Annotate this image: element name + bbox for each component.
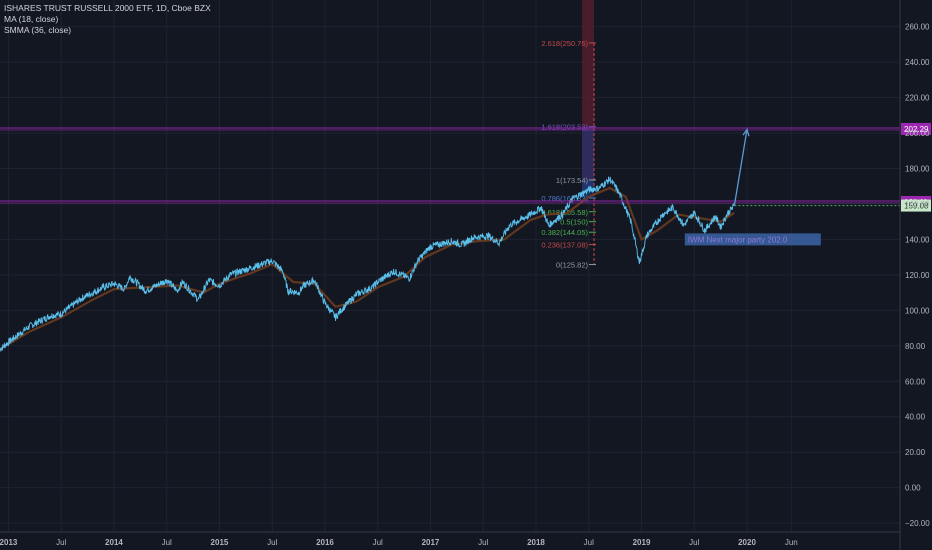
chart-legend: ISHARES TRUST RUSSELL 2000 ETF, 1D, Cboe… [4, 3, 211, 36]
y-tick-label: 40.00 [905, 413, 926, 422]
x-tick-label: Jul [162, 538, 172, 547]
y-tick-label: 0.00 [905, 484, 921, 493]
time-axis[interactable]: 2013 Jul 2014 Jul 2015 Jul 2016 Jul 2017 Jul 2018 J… [0, 531, 900, 547]
x-tick-label: Jul [373, 538, 383, 547]
x-tick-label: 2018 [527, 538, 545, 547]
fib-band-mid [582, 126, 595, 190]
fib-level-label: 0(125.82) [556, 261, 589, 270]
fib-level-label: 1.618(203.53) [541, 123, 588, 132]
fibonacci-extension[interactable]: 2.618(250.76) 1.618(203.53) 1(173.54) 0.786… [541, 0, 597, 270]
projection-arrow[interactable] [733, 129, 748, 206]
fib-level-label: 0.5(150) [560, 218, 588, 227]
legend-ma[interactable]: MA (18, close) [4, 14, 59, 24]
y-tick-label: 260.00 [905, 23, 930, 32]
horizontal-line-badge [901, 122, 931, 135]
annotation-note-box[interactable] [684, 233, 821, 246]
current-price-label: 159.08 [904, 202, 929, 211]
fib-level-label: 0.236(137.08) [541, 241, 588, 250]
price-axis[interactable]: 260.00 240.00 220.00 200.00 180.00 160.00 140.… [899, 0, 930, 550]
fib-level-label: 0.382(144.05) [541, 228, 588, 237]
y-tick-label: 20.00 [905, 448, 926, 457]
x-tick-label: 2019 [633, 538, 651, 547]
x-tick-label: 2015 [211, 538, 229, 547]
y-tick-label: 60.00 [905, 377, 926, 386]
fib-level-label: 0.786(163.33) [541, 194, 588, 203]
x-tick-label: 2020 [738, 538, 756, 547]
current-price-badge [901, 199, 931, 212]
x-tick-label: 2013 [0, 538, 18, 547]
legend-smma[interactable]: SMMA (36, close) [4, 25, 72, 35]
chart-series [0, 176, 735, 352]
y-tick-label: 80.00 [905, 342, 926, 351]
y-tick-label: −20.00 [905, 519, 930, 528]
y-tick-label: 100.00 [905, 306, 930, 315]
price-series-line[interactable] [0, 176, 735, 352]
projection-arrow-head [742, 127, 750, 137]
y-tick-label: 120.00 [905, 271, 930, 280]
fib-level-label: 2.618(250.76) [541, 39, 588, 48]
x-tick-label: Jul [56, 538, 66, 547]
fib-level-label: 1(173.54) [556, 176, 589, 185]
y-tick-label: 180.00 [905, 164, 930, 173]
annotations[interactable]: IWM Next major party 202.0 [684, 127, 821, 246]
y-tick-label: 200.00 [905, 129, 930, 138]
y-tick-label: 140.00 [905, 235, 930, 244]
x-tick-label: Jul [584, 538, 594, 547]
y-tick-label: 160.00 [905, 200, 930, 209]
horizontal-lines[interactable]: 202.29161.11159.08 [0, 122, 931, 212]
annotation-note-text: IWM Next major party 202.0 [688, 235, 788, 244]
x-tick-label: 2014 [105, 538, 123, 547]
ma-series-line[interactable] [0, 186, 735, 351]
x-tick-label: Jul [267, 538, 277, 547]
x-tick-label: Jul [689, 538, 699, 547]
legend-title[interactable]: ISHARES TRUST RUSSELL 2000 ETF, 1D, Cboe… [4, 3, 211, 13]
x-tick-label: Jun [785, 538, 798, 547]
x-tick-label: 2017 [422, 538, 440, 547]
y-tick-label: 240.00 [905, 58, 930, 67]
x-tick-label: 2016 [316, 538, 334, 547]
chart-grid [0, 0, 900, 532]
x-tick-label: Jul [478, 538, 488, 547]
horizontal-line-badge-label: 202.29 [904, 125, 929, 134]
y-tick-label: 220.00 [905, 94, 930, 103]
